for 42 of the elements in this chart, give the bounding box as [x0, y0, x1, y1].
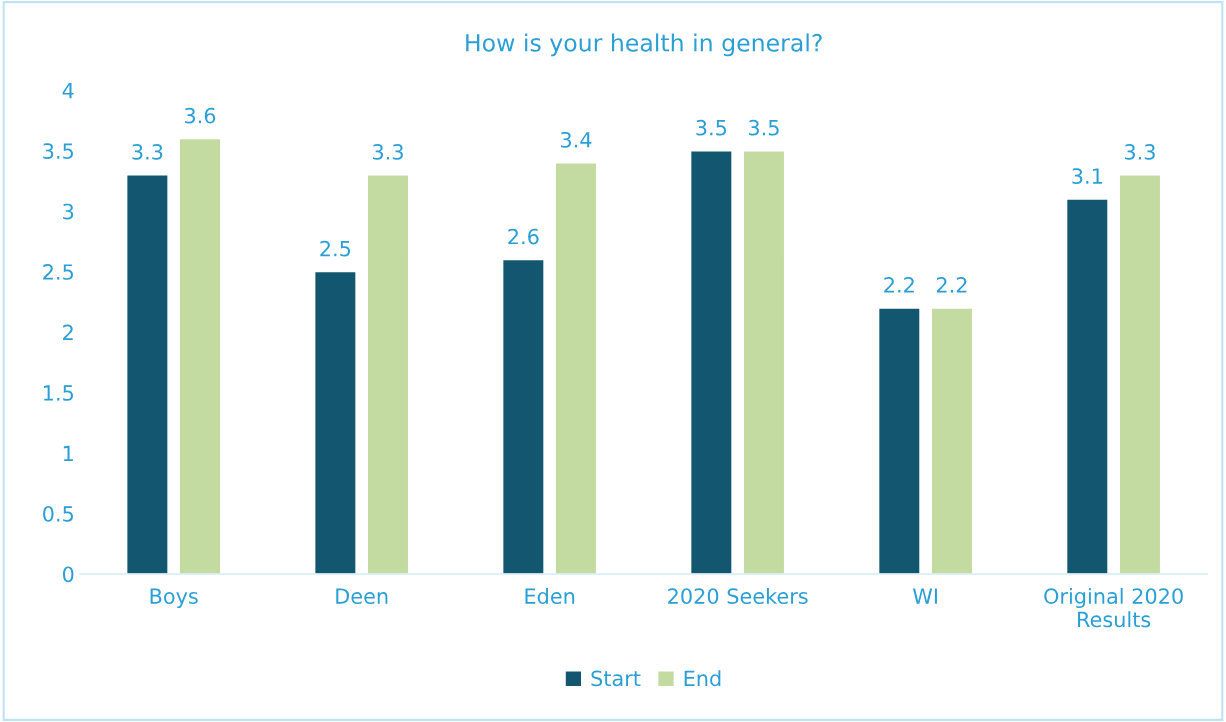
data-label: 3.3 — [132, 144, 163, 160]
x-tick-label: WI — [912, 588, 937, 604]
data-label: 2.5 — [320, 240, 351, 257]
y-tick-label: 2.5 — [43, 264, 74, 280]
data-label: 3.3 — [1124, 144, 1155, 160]
bar — [501, 258, 545, 574]
x-tick-label: Original 2020 Results — [1044, 587, 1183, 628]
x-tick-label: Boys — [150, 588, 198, 609]
bar — [742, 150, 786, 574]
bar — [313, 270, 357, 574]
legend-label: Start — [591, 670, 641, 687]
legend-label: End — [684, 670, 721, 687]
chart-title: How is your health in general? — [466, 33, 822, 57]
bar — [1065, 198, 1109, 574]
data-label: 3.5 — [696, 119, 727, 136]
bar — [877, 307, 921, 574]
data-label: 3.4 — [561, 131, 592, 148]
y-tick-label: 1 — [63, 445, 73, 461]
x-tick-label: Eden — [525, 587, 575, 605]
bar — [1118, 174, 1162, 574]
data-label: 3.5 — [748, 119, 779, 136]
x-tick-label: 2020 Seekers — [668, 587, 808, 605]
bar — [554, 162, 598, 574]
data-label: 3.3 — [373, 144, 403, 160]
bar — [366, 174, 410, 574]
y-tick-label: 3.5 — [43, 143, 74, 159]
x-tick-label: Deen — [336, 588, 388, 605]
bar — [689, 150, 733, 574]
bar — [125, 174, 169, 574]
data-label: 3.1 — [1072, 168, 1102, 184]
data-label: 2.6 — [508, 228, 539, 245]
data-label: 2.2 — [936, 277, 967, 293]
data-label: 3.6 — [185, 107, 216, 124]
data-label: 2.2 — [884, 277, 914, 293]
y-tick-label: 4 — [62, 82, 74, 99]
y-tick-label: 0 — [62, 566, 74, 583]
y-tick-label: 1.5 — [43, 385, 74, 401]
bar — [178, 137, 222, 574]
y-tick-label: 2 — [63, 324, 73, 341]
y-tick-label: 0.5 — [43, 505, 74, 522]
bar — [930, 307, 974, 574]
y-tick-label: 3 — [63, 203, 74, 220]
